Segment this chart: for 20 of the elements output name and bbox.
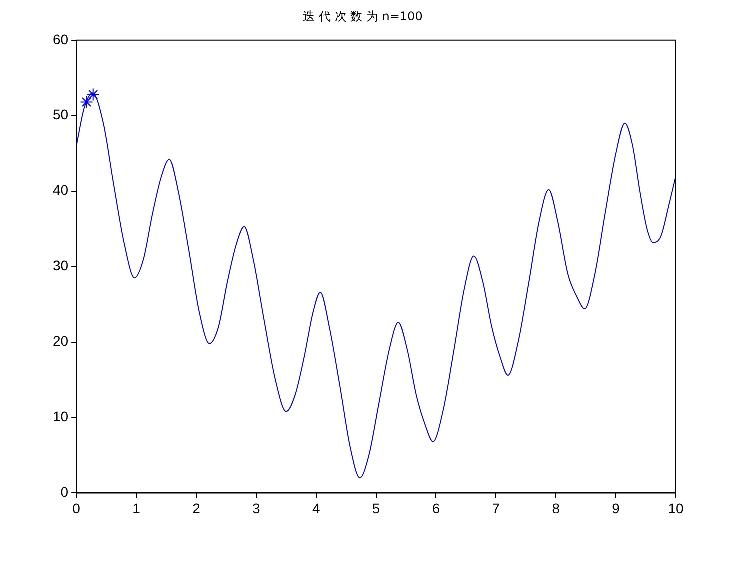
- y-tick-label: 40: [52, 182, 69, 198]
- x-tick-label: 6: [432, 500, 440, 516]
- y-tick-label: 60: [52, 31, 69, 48]
- y-tick-label: 0: [60, 484, 69, 500]
- chart-title: 迭 代 次 数 为 n=100: [303, 9, 423, 24]
- x-tick-label: 4: [312, 500, 320, 516]
- x-tick-label: 8: [552, 500, 560, 516]
- y-tick-label: 10: [52, 408, 69, 425]
- y-tick-label: 20: [52, 333, 69, 350]
- x-tick-label: 9: [612, 500, 620, 516]
- x-tick-label: 2: [192, 500, 201, 516]
- y-tick-label: 30: [52, 258, 69, 274]
- x-tick-label: 10: [668, 500, 684, 516]
- y-tick-label: 50: [52, 106, 69, 123]
- x-tick-label: 5: [372, 500, 380, 516]
- x-tick-label: 3: [252, 500, 260, 516]
- x-tick-label: 0: [72, 500, 81, 516]
- x-tick-label: 1: [132, 500, 141, 516]
- line-series: [76, 92, 676, 479]
- x-tick-label: 7: [492, 500, 500, 516]
